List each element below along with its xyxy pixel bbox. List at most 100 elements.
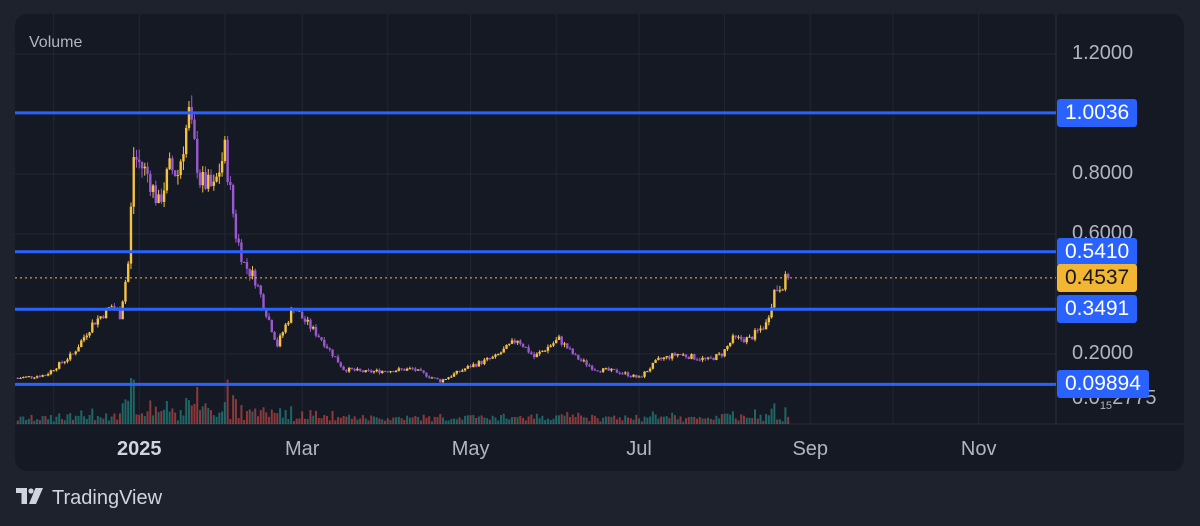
volume-bar	[588, 421, 591, 424]
volume-bar	[190, 405, 193, 424]
volume-bar	[143, 415, 146, 424]
candle-body	[759, 328, 762, 331]
time-tick-label: May	[451, 438, 490, 460]
candle-body	[480, 361, 483, 364]
candle-body	[171, 158, 174, 171]
candle-body	[405, 368, 409, 371]
tradingview-logo-icon[interactable]	[16, 487, 44, 509]
volume-bar	[152, 415, 155, 424]
volume-bar	[262, 407, 265, 424]
candle-body	[643, 371, 646, 377]
candle-body	[46, 373, 50, 376]
candle-body	[215, 176, 218, 182]
volume-bar	[632, 419, 635, 424]
candle-body	[88, 332, 91, 336]
price-chart[interactable]	[15, 14, 1184, 471]
volume-bar	[309, 410, 312, 424]
volume-bar	[698, 417, 701, 424]
candle-body	[157, 194, 160, 204]
volume-bar	[96, 415, 99, 424]
brand-name[interactable]: TradingView	[52, 486, 163, 509]
volume-bar	[88, 414, 91, 424]
candle-body	[60, 362, 64, 364]
candle-body	[129, 206, 133, 264]
volume-bar	[49, 414, 52, 424]
volume-bar	[397, 416, 400, 424]
volume-bar	[141, 413, 144, 424]
candle-body	[579, 359, 583, 361]
candle-body	[472, 364, 475, 368]
volume-bar	[290, 406, 293, 424]
volume-bar	[544, 419, 547, 424]
candle-body	[646, 371, 649, 373]
horizontal-line-label[interactable]: 0.09894	[1057, 370, 1149, 399]
volume-bar	[538, 418, 541, 424]
candle-body	[607, 368, 610, 371]
candle-body	[201, 172, 204, 186]
volume-bar	[447, 420, 450, 424]
candle-body	[784, 274, 787, 290]
candle-body	[709, 357, 713, 359]
candle-body	[209, 174, 213, 186]
volume-bar	[557, 415, 560, 424]
candle-body	[176, 175, 180, 177]
candle-body	[331, 349, 334, 357]
candle-body	[546, 346, 550, 351]
volume-bar	[522, 417, 525, 424]
candle-body	[676, 353, 679, 356]
candle-body	[651, 362, 655, 369]
candle-body	[494, 354, 497, 357]
candle-body	[519, 340, 522, 344]
candle-body	[226, 139, 229, 182]
candle-body	[193, 119, 196, 139]
volume-bar	[52, 421, 55, 424]
volume-bar	[411, 417, 414, 424]
horizontal-line-label[interactable]: 1.0036	[1057, 98, 1138, 127]
time-tick-label: Nov	[960, 438, 997, 460]
volume-bar	[292, 421, 295, 424]
volume-bar	[723, 413, 726, 424]
volume-bar	[381, 419, 384, 424]
candle-body	[751, 336, 754, 340]
last-price-label[interactable]: 0.4537	[1057, 263, 1138, 292]
candle-body	[99, 316, 102, 319]
horizontal-line-label[interactable]: 0.5410	[1057, 237, 1138, 266]
volume-bar	[425, 417, 428, 424]
candle-body	[582, 360, 586, 362]
time-tick-label: Jul	[626, 438, 652, 460]
candle-body	[138, 159, 141, 163]
candle-body	[786, 274, 790, 278]
candle-body	[549, 345, 552, 347]
candle-body	[347, 367, 351, 372]
candle-body	[612, 368, 616, 370]
candle-body	[168, 158, 171, 170]
candle-body	[543, 350, 547, 352]
candle-body	[712, 357, 715, 360]
candle-body	[69, 353, 72, 360]
candle-body	[218, 172, 221, 177]
volume-bar	[116, 419, 119, 424]
volume-bar	[384, 420, 387, 424]
candle-body	[358, 368, 362, 371]
volume-bar	[574, 416, 577, 424]
candle-body	[588, 365, 591, 367]
candle-body	[461, 370, 464, 372]
volume-bar	[552, 418, 555, 424]
candle-body	[466, 365, 470, 369]
candle-body	[303, 318, 307, 322]
candle-body	[30, 376, 33, 378]
volume-bar	[580, 415, 583, 424]
volume-bar	[709, 418, 712, 424]
volume-bar	[571, 414, 574, 424]
candle-body	[342, 366, 345, 371]
candle-body	[411, 368, 414, 370]
candle-body	[270, 319, 273, 333]
candle-body	[720, 353, 724, 357]
volume-bar	[585, 417, 588, 424]
volume-bar	[386, 418, 389, 424]
candle-body	[259, 285, 262, 295]
horizontal-line-label[interactable]: 0.3491	[1057, 295, 1138, 324]
candle-body	[33, 377, 36, 379]
volume-bar	[105, 413, 108, 424]
volume-bar	[643, 416, 646, 424]
